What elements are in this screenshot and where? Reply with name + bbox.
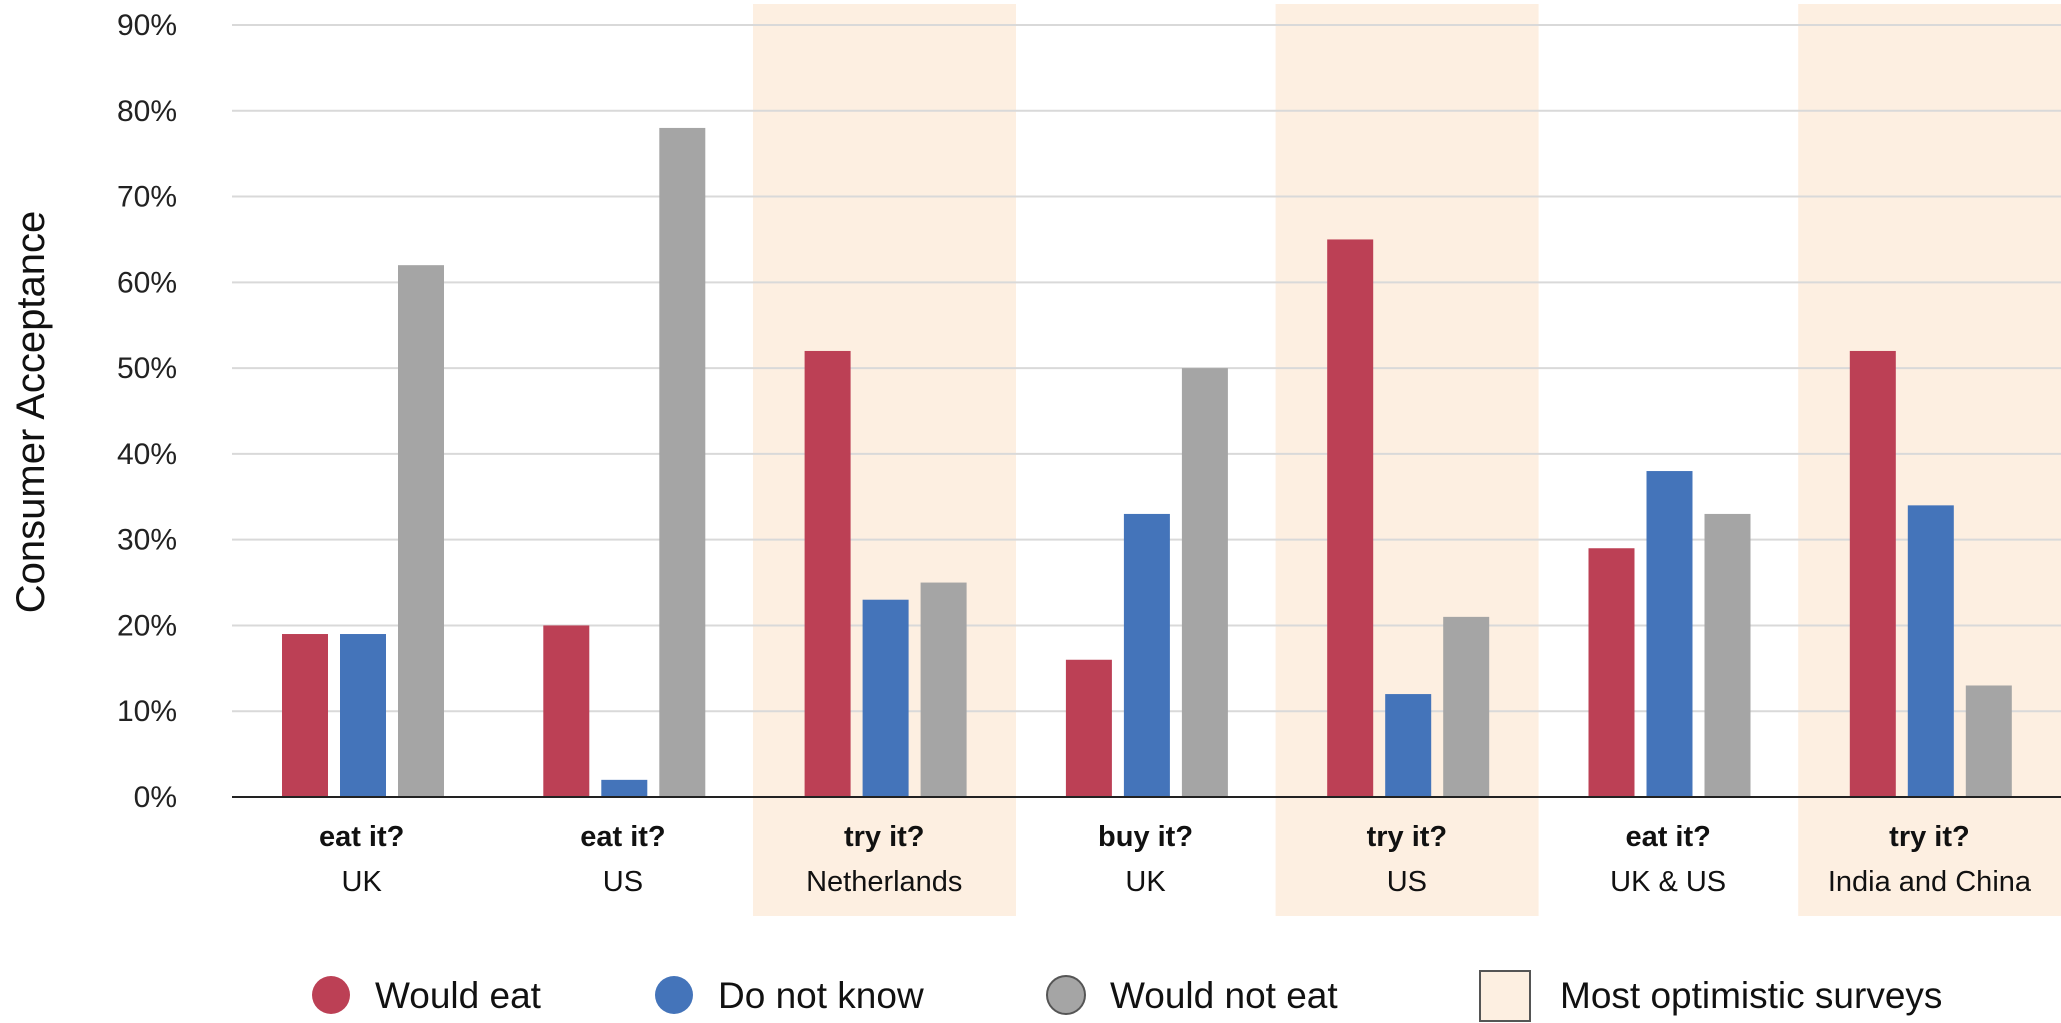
bar-would-eat <box>805 351 851 797</box>
category-region-label: US <box>1387 866 1427 898</box>
category-question-label: try it? <box>1889 821 1970 853</box>
category-question-label: eat it? <box>1625 821 1710 853</box>
y-tick-label: 50% <box>117 352 177 385</box>
y-tick-label: 30% <box>117 524 177 557</box>
bar-would-eat <box>1589 548 1635 797</box>
category-question-label: try it? <box>1367 821 1448 853</box>
bar-do-not-know <box>863 600 909 797</box>
category-region-label: US <box>603 866 643 898</box>
legend-label: Most optimistic surveys <box>1560 975 1942 1016</box>
x-category-labels: eat it? UK eat it? US try it? Netherlands buy … <box>319 821 2032 898</box>
bar-would-eat <box>282 634 328 797</box>
y-tick-labels: 0% 10% 20% 30% 40% 50% 60% 70% 80% 90% <box>117 9 177 814</box>
bar-do-not-know <box>340 634 386 797</box>
bar-would-not-eat <box>921 583 967 797</box>
category-region-label: UK <box>1125 866 1166 898</box>
bar-do-not-know <box>1124 514 1170 797</box>
bars <box>282 128 2012 797</box>
category-region-label: UK & US <box>1610 866 1726 898</box>
y-axis-label: Consumer Acceptance <box>9 211 53 613</box>
y-tick-label: 20% <box>117 609 177 642</box>
y-tick-label: 90% <box>117 9 177 42</box>
category-region-label: India and China <box>1828 866 2032 898</box>
bar-would-eat <box>1850 351 1896 797</box>
legend-label: Would eat <box>375 975 542 1016</box>
legend-label: Do not know <box>718 975 924 1016</box>
bar-would-not-eat <box>398 265 444 797</box>
bar-would-eat <box>543 625 589 797</box>
y-tick-label: 40% <box>117 438 177 471</box>
bar-do-not-know <box>1908 505 1954 797</box>
category-question-label: eat it? <box>319 821 404 853</box>
category-question-label: try it? <box>844 821 925 853</box>
bar-do-not-know <box>601 780 647 797</box>
bar-do-not-know <box>1647 471 1693 797</box>
legend-swatch-do-not-know <box>655 976 693 1014</box>
category-question-label: eat it? <box>580 821 665 853</box>
legend-label: Would not eat <box>1110 975 1338 1016</box>
bar-would-not-eat <box>1705 514 1751 797</box>
bar-would-not-eat <box>1966 685 2012 797</box>
bar-would-eat <box>1066 660 1112 797</box>
y-tick-label: 60% <box>117 266 177 299</box>
bar-do-not-know <box>1385 694 1431 797</box>
y-tick-label: 10% <box>117 695 177 728</box>
y-tick-label: 80% <box>117 95 177 128</box>
bar-would-not-eat <box>659 128 705 797</box>
bar-would-not-eat <box>1182 368 1228 797</box>
y-tick-label: 70% <box>117 181 177 214</box>
bar-would-not-eat <box>1443 617 1489 797</box>
y-tick-label: 0% <box>134 781 177 814</box>
legend: Would eat Do not know Would not eat Most op… <box>312 971 1942 1021</box>
legend-swatch-would-eat <box>312 976 350 1014</box>
category-region-label: Netherlands <box>806 866 962 898</box>
legend-swatch-highlight <box>1480 971 1530 1021</box>
bar-would-eat <box>1327 239 1373 797</box>
legend-swatch-would-not-eat <box>1047 976 1085 1014</box>
category-question-label: buy it? <box>1098 821 1193 853</box>
category-region-label: UK <box>342 866 383 898</box>
